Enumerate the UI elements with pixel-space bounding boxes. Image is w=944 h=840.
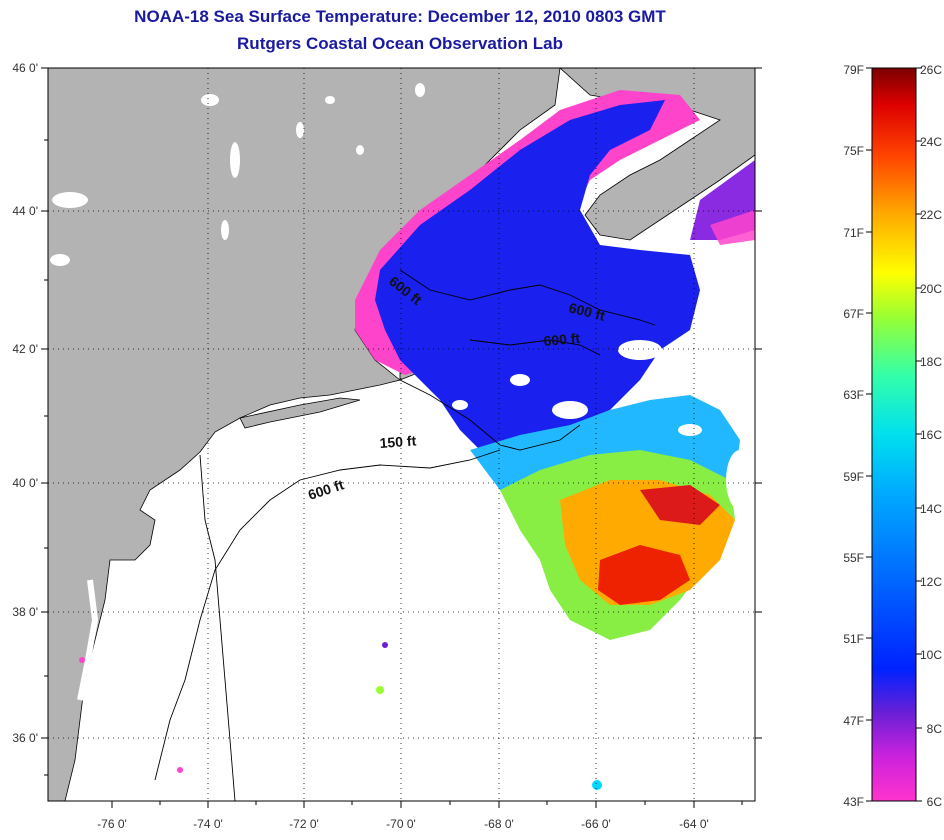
temperature-colorbar [871,67,917,802]
contour-150ft [399,379,581,451]
colorbar-c-14: 14C [920,502,942,516]
colorbar-f-63: 63F [843,388,864,402]
lon-tick-72: -72 0' [289,817,319,831]
colorbar-c-16: 16C [920,428,942,442]
colorbar-f-59: 59F [843,470,864,484]
lat-tick-44: 44 0' [12,204,38,218]
colorbar-c-20: 20C [920,282,942,296]
sst-red-patch-north [640,485,720,525]
bathymetry-contours [154,269,656,801]
colorbar-f-47: 47F [843,714,864,728]
colorbar-c-8: 8C [927,722,943,736]
lon-tick-70: -70 0' [386,817,416,831]
graticule [48,68,755,801]
contour-600ft-shelf-break [154,449,501,781]
lat-tick-42: 42 0' [12,342,38,356]
lon-tick-76: -76 0' [97,817,127,831]
contour-inner-shelf [199,454,236,801]
colorbar-f-67: 67F [843,307,864,321]
lon-tick-66: -66 0' [581,817,611,831]
colorbar-f-43: 43F [843,795,864,809]
colorbar-ticks [866,67,922,802]
lat-tick-36: 36 0' [12,731,38,745]
colorbar-c-18: 18C [920,355,942,369]
lat-tick-40: 40 0' [12,476,38,490]
chesapeake-bay [77,579,99,701]
land-long-island [239,397,361,429]
lon-tick-74: -74 0' [193,817,223,831]
sst-specks [79,642,602,790]
colorbar-c-12: 12C [920,575,942,589]
map-subtitle: Rutgers Coastal Ocean Observation Lab [237,34,563,53]
cloud-gaps [452,340,754,510]
colorbar-f-75: 75F [843,144,864,158]
colorbar-c-22: 22C [920,208,942,222]
contour-600ft-gulf-of-maine [399,269,656,326]
colorbar-f-79: 79F [843,63,864,77]
contour-600ft-georges [469,339,601,356]
colorbar-c-6: 6C [927,795,943,809]
colorbar-c-10: 10C [920,648,942,662]
contour-label-600ft-3: 600 ft [543,330,581,349]
inland-lakes [50,83,425,266]
sst-blue-gulf-of-maine [375,100,700,450]
contour-label-150ft: 150 ft [379,432,417,451]
sst-magenta-east [710,210,755,245]
colorbar-f-71: 71F [843,226,864,240]
axis-ticks [41,67,762,808]
colorbar-c-24: 24C [920,135,942,149]
lon-tick-64: -64 0' [679,817,709,831]
map-title: NOAA-18 Sea Surface Temperature: Decembe… [134,7,666,26]
lon-tick-68: -68 0' [484,817,514,831]
colorbar-f-55: 55F [843,551,864,565]
colorbar-c-26: 26C [920,63,942,77]
lat-tick-46: 46 0' [12,61,38,75]
sst-red-warm-core [598,545,690,605]
lat-tick-38: 38 0' [12,605,38,619]
colorbar-f-51: 51F [843,632,864,646]
